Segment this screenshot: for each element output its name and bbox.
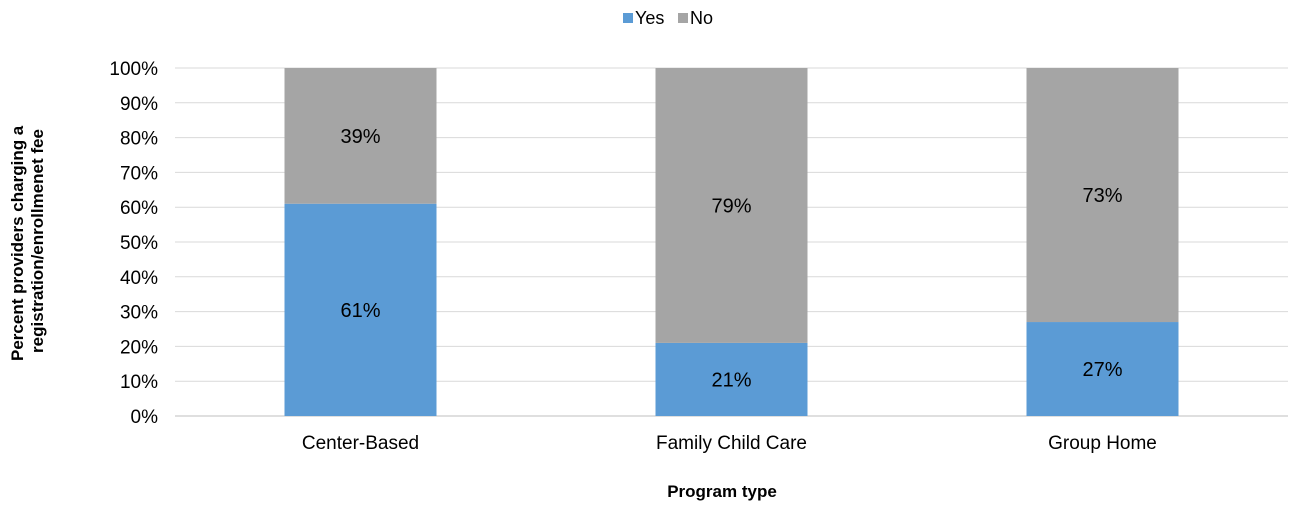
legend-swatch-yes	[623, 13, 633, 23]
data-label: 73%	[1082, 185, 1122, 207]
data-label: 79%	[711, 195, 751, 217]
y-axis-title: Percent providers charging a registratio…	[8, 121, 47, 361]
data-label: 21%	[711, 369, 751, 391]
legend-swatch-no	[678, 13, 688, 23]
y-tick-label: 50%	[120, 233, 158, 254]
legend: Yes No	[623, 8, 713, 28]
y-tick-label: 60%	[120, 198, 158, 219]
bar-no-center-based	[284, 68, 437, 204]
bar-no-group-home	[1026, 68, 1179, 323]
data-label: 39%	[340, 126, 380, 148]
y-tick-label: 90%	[120, 94, 158, 115]
bar-no-family-child-care	[655, 68, 808, 343]
y-tick-label: 100%	[109, 59, 158, 80]
x-tick-label: Center-Based	[302, 433, 419, 454]
bar-yes-family-child-care	[655, 342, 808, 416]
y-tick-label: 80%	[120, 129, 158, 150]
x-tick-label: Group Home	[1048, 433, 1157, 454]
y-tick-label: 10%	[120, 372, 158, 393]
data-label: 61%	[340, 300, 380, 322]
y-tick-label: 20%	[120, 337, 158, 358]
x-tick-label: Family Child Care	[656, 433, 807, 454]
y-tick-label: 40%	[120, 268, 158, 289]
x-axis: Center-Based Family Child Care Group Home	[302, 433, 1157, 454]
y-tick-label: 70%	[120, 163, 158, 184]
data-label: 27%	[1082, 359, 1122, 381]
y-axis-title-line-2: registration/enrollmenet fee	[28, 129, 47, 353]
legend-label-yes: Yes	[635, 8, 664, 28]
bar-yes-center-based	[284, 203, 437, 416]
y-axis: 0% 10% 20% 30% 40% 50% 60% 70% 80% 90% 100%	[109, 59, 158, 428]
bars: 61% 39% 21% 79% 27% 73%	[284, 68, 1179, 416]
x-axis-title: Program type	[667, 482, 777, 501]
y-tick-label: 0%	[131, 407, 159, 428]
legend-label-no: No	[690, 8, 713, 28]
y-tick-label: 30%	[120, 303, 158, 324]
y-axis-title-line-1: Percent providers charging a	[8, 125, 27, 361]
bar-yes-group-home	[1026, 322, 1179, 416]
